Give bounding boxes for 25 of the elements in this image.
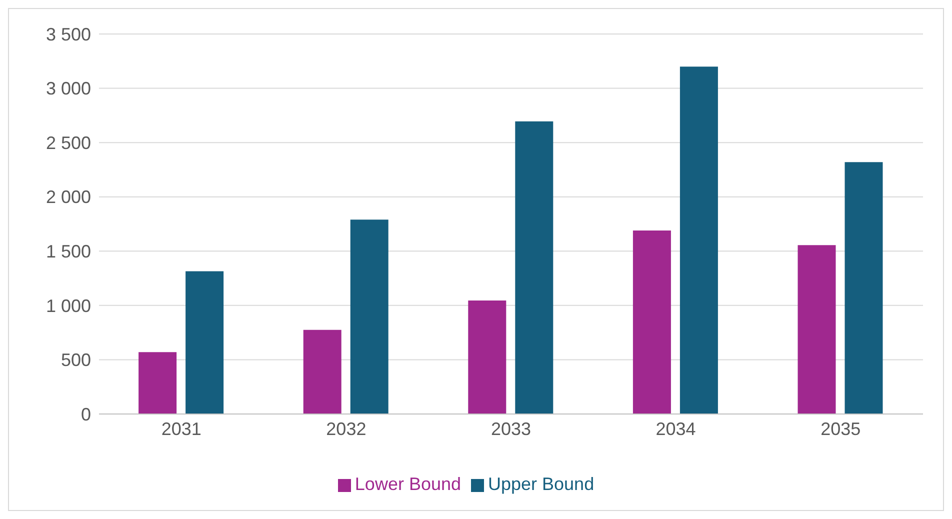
- legend-label: Lower Bound: [354, 474, 461, 494]
- x-tick-label: 2031: [161, 418, 202, 439]
- y-tick-label: 3 000: [46, 78, 91, 99]
- y-tick-label: 1 000: [46, 296, 91, 316]
- bar: [303, 330, 342, 414]
- x-tick-label: 2033: [490, 418, 532, 439]
- bar: [632, 230, 671, 414]
- bar: [798, 245, 836, 414]
- x-tick-label: 2032: [326, 418, 366, 439]
- bar: [468, 300, 506, 414]
- x-tick-label: 2034: [656, 418, 696, 439]
- bar: [138, 352, 177, 414]
- y-tick-label: 500: [60, 350, 91, 370]
- bar: [350, 220, 388, 414]
- y-tick-label: 3 500: [46, 24, 91, 44]
- x-tick-label: 2035: [820, 418, 861, 439]
- bar: [844, 162, 883, 414]
- bar: [515, 121, 554, 414]
- y-tick-label: 2 500: [46, 132, 91, 153]
- bar: [680, 66, 718, 414]
- y-tick-label: 1 500: [46, 242, 91, 262]
- y-tick-label: 0: [80, 404, 91, 424]
- legend-label: Upper Bound: [488, 474, 594, 494]
- bar: [186, 271, 224, 414]
- y-tick-label: 2 000: [46, 187, 91, 208]
